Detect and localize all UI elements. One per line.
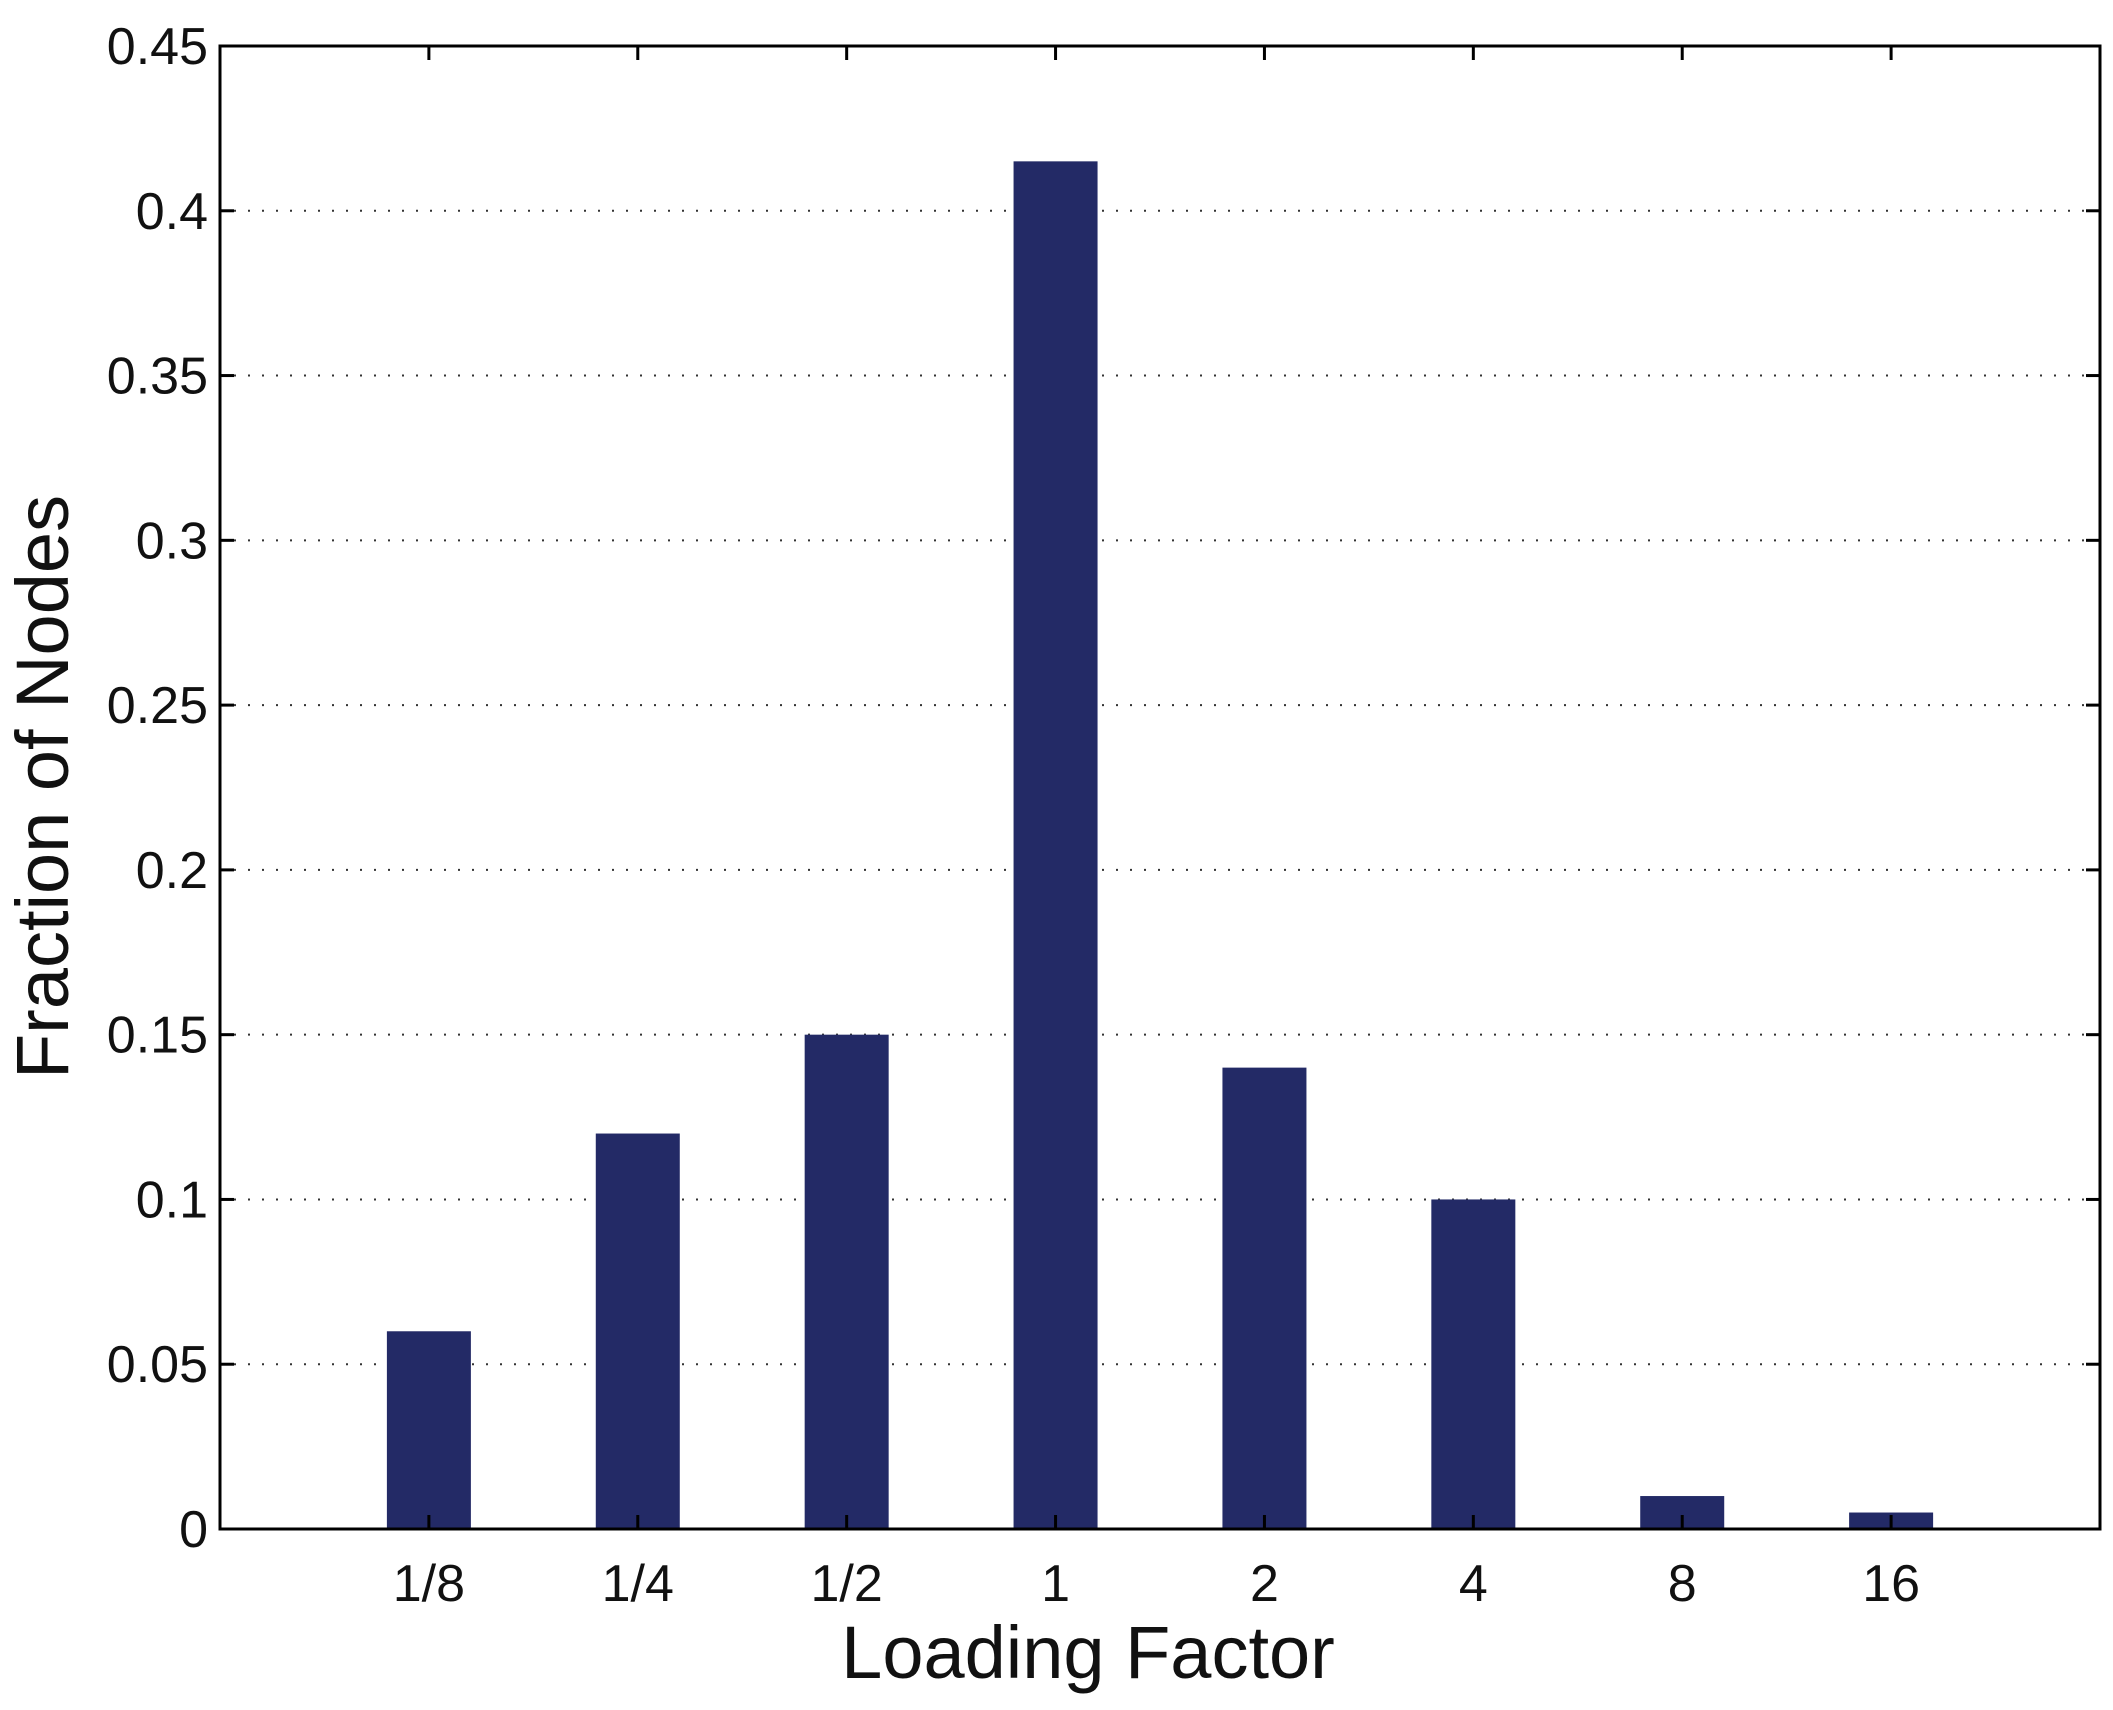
x-tick-label: 4 <box>1459 1555 1488 1613</box>
y-tick-label: 0.45 <box>107 18 208 76</box>
y-tick-label: 0.25 <box>107 677 208 735</box>
y-tick-label: 0.35 <box>107 348 208 406</box>
bar-6 <box>1431 1199 1516 1529</box>
bar-2 <box>595 1133 680 1529</box>
y-tick-label: 0.15 <box>107 1007 208 1065</box>
y-tick-label: 0.05 <box>107 1336 208 1394</box>
y-tick-label: 0.2 <box>136 842 208 900</box>
y-tick-label: 0 <box>179 1501 208 1559</box>
y-tick-label: 0.3 <box>136 512 208 570</box>
bar-3 <box>804 1034 889 1529</box>
bars <box>386 161 1934 1529</box>
x-tick-label: 16 <box>1862 1555 1920 1613</box>
bar-4 <box>1013 161 1098 1529</box>
x-tick-label: 1/8 <box>393 1555 465 1613</box>
x-axis-title: Loading Factor <box>841 1611 1335 1694</box>
grid-lines <box>220 209 2100 1366</box>
bar-1 <box>386 1331 471 1529</box>
x-tick-labels: 1/8 1/4 1/2 1 2 4 8 16 <box>393 1555 1920 1613</box>
y-axis-title: Fraction of Nodes <box>1 495 84 1079</box>
axis-ticks <box>220 44 2100 1531</box>
x-tick-label: 1/2 <box>811 1555 883 1613</box>
y-tick-labels: 0 0.05 0.1 0.15 0.2 0.25 0.3 0.35 0.4 0.45 <box>107 18 208 1559</box>
x-tick-label: 1/4 <box>602 1555 674 1613</box>
y-tick-label: 0.4 <box>136 183 208 241</box>
x-tick-label: 2 <box>1250 1555 1279 1613</box>
bar-5 <box>1222 1067 1307 1529</box>
y-tick-label: 0.1 <box>136 1171 208 1229</box>
plot-frame <box>218 44 2102 1531</box>
x-tick-label: 8 <box>1668 1555 1697 1613</box>
x-tick-label: 1 <box>1041 1555 1070 1613</box>
